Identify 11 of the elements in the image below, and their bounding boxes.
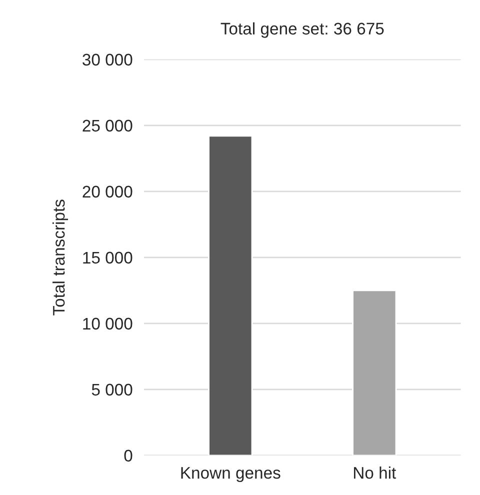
chart-title: Total gene set: 36 675 bbox=[220, 22, 384, 38]
y-tick-label: 25 000 bbox=[82, 120, 132, 132]
x-tick-label: No hit bbox=[354, 466, 396, 479]
y-axis-title: Total transcripts bbox=[52, 200, 68, 316]
y-tick-label: 5 000 bbox=[92, 384, 132, 396]
y-tick-label: 15 000 bbox=[83, 252, 132, 264]
x-tick-label: Known genes bbox=[181, 467, 280, 482]
y-tick-label: 20 000 bbox=[82, 186, 132, 198]
y-tick-label: 0 bbox=[124, 450, 132, 462]
y-tick-label: 10 000 bbox=[83, 318, 132, 330]
y-tick-label: 30 000 bbox=[82, 54, 132, 66]
